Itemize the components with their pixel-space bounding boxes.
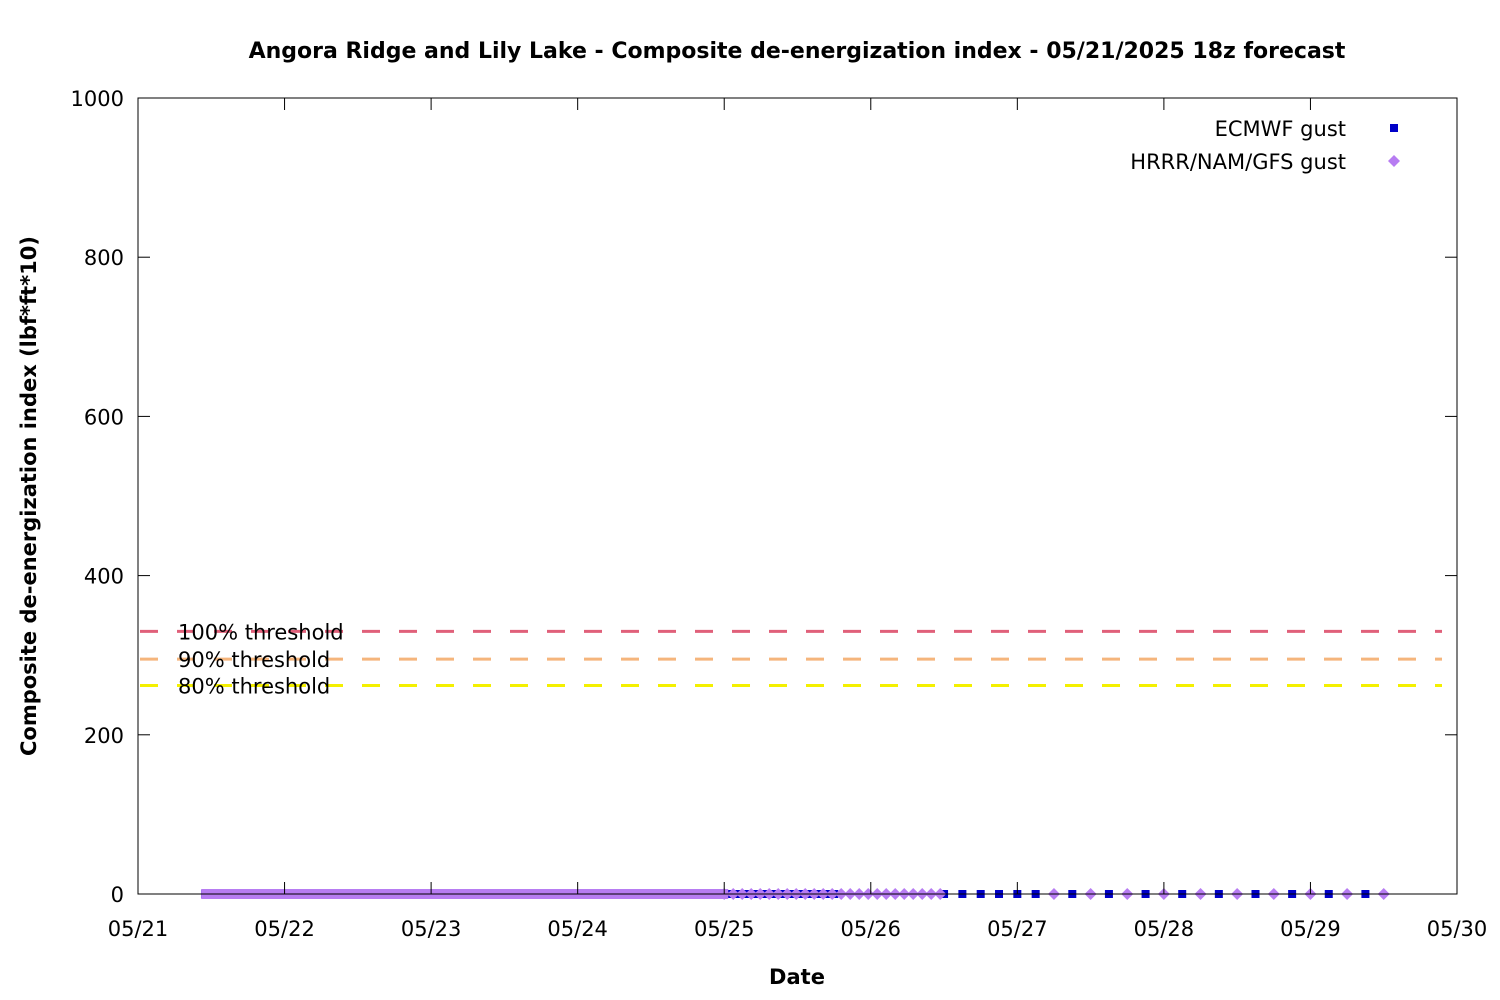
- x-tick-label: 05/30: [1427, 917, 1488, 941]
- x-tick-label: 05/26: [841, 917, 902, 941]
- x-tick-label: 05/24: [547, 917, 608, 941]
- y-tick-label: 400: [84, 565, 124, 589]
- x-tick-label: 05/23: [401, 917, 462, 941]
- legend-marker: [1390, 124, 1398, 132]
- y-tick-label: 600: [84, 405, 124, 429]
- legend-marker: [1388, 155, 1400, 167]
- x-tick-label: 05/27: [987, 917, 1048, 941]
- threshold-label: 90% threshold: [178, 648, 330, 672]
- y-tick-label: 200: [84, 724, 124, 748]
- x-tick-label: 05/28: [1134, 917, 1195, 941]
- x-tick-label: 05/22: [254, 917, 315, 941]
- y-axis: 0 200 400 600 800 1000: [71, 87, 1457, 907]
- y-tick-label: 1000: [71, 87, 124, 111]
- legend: ECMWF gust HRRR/NAM/GFS gust: [1130, 117, 1400, 174]
- legend-label: ECMWF gust: [1215, 117, 1346, 141]
- y-axis-label: Composite de-energization index (lbf*ft*…: [17, 236, 41, 756]
- plot-frame: [137, 97, 1458, 895]
- threshold-label: 100% threshold: [178, 620, 344, 644]
- x-axis: 05/21 05/22 05/23 05/24 05/25 05/26 05/27 05/28…: [108, 98, 1488, 941]
- y-tick-label: 0: [111, 883, 124, 907]
- x-axis-label: Date: [769, 965, 825, 989]
- threshold-label: 80% threshold: [178, 674, 330, 698]
- x-tick-label: 05/25: [694, 917, 755, 941]
- y-tick-label: 800: [84, 246, 124, 270]
- x-tick-label: 05/29: [1280, 917, 1341, 941]
- chart-title: Angora Ridge and Lily Lake - Composite d…: [249, 39, 1346, 64]
- legend-label: HRRR/NAM/GFS gust: [1130, 150, 1346, 174]
- x-tick-label: 05/21: [108, 917, 169, 941]
